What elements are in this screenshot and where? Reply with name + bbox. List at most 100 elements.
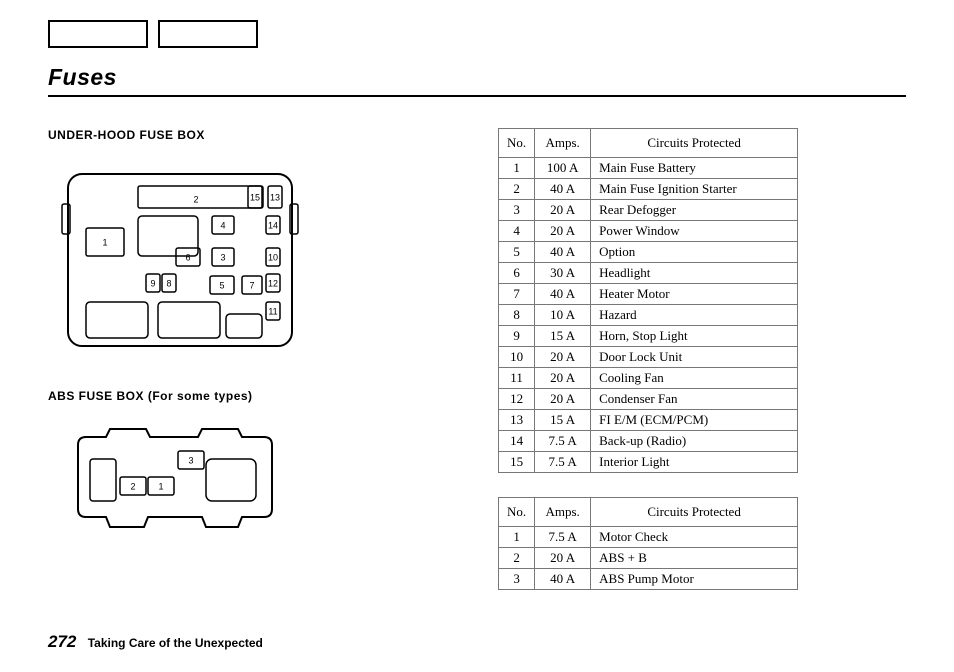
page-footer: 272 Taking Care of the Unexpected xyxy=(48,632,263,652)
cell-amps: 40 A xyxy=(535,284,591,305)
svg-text:3: 3 xyxy=(220,252,225,262)
cell-amps: 20 A xyxy=(535,389,591,410)
cell-no: 1 xyxy=(499,158,535,179)
cell-circuit: Main Fuse Battery xyxy=(591,158,798,179)
svg-text:1: 1 xyxy=(158,481,163,491)
chapter-title: Taking Care of the Unexpected xyxy=(88,636,263,650)
svg-text:15: 15 xyxy=(250,192,260,202)
cell-circuit: Condenser Fan xyxy=(591,389,798,410)
svg-text:11: 11 xyxy=(268,306,277,316)
cell-circuit: Hazard xyxy=(591,305,798,326)
cell-circuit: Interior Light xyxy=(591,452,798,473)
cell-no: 12 xyxy=(499,389,535,410)
cell-circuit: Power Window xyxy=(591,221,798,242)
svg-text:13: 13 xyxy=(270,192,280,202)
cell-amps: 15 A xyxy=(535,326,591,347)
cell-amps: 20 A xyxy=(535,347,591,368)
cell-amps: 30 A xyxy=(535,263,591,284)
cell-amps: 40 A xyxy=(535,569,591,590)
cell-no: 14 xyxy=(499,431,535,452)
col-circuits: Circuits Protected xyxy=(591,498,798,527)
table-row: 1220 ACondenser Fan xyxy=(499,389,798,410)
main-fuse-table: No. Amps. Circuits Protected 1100 AMain … xyxy=(498,128,798,473)
cell-no: 3 xyxy=(499,200,535,221)
svg-text:9: 9 xyxy=(150,278,155,288)
page-number: 272 xyxy=(48,632,76,651)
svg-text:2: 2 xyxy=(193,194,198,204)
cell-circuit: Headlight xyxy=(591,263,798,284)
abs-diagram: 1 2 3 xyxy=(48,417,448,552)
table-row: 220 AABS + B xyxy=(499,548,798,569)
cell-circuit: Rear Defogger xyxy=(591,200,798,221)
table-row: 320 ARear Defogger xyxy=(499,200,798,221)
table-row: 157.5 AInterior Light xyxy=(499,452,798,473)
table-row: 420 APower Window xyxy=(499,221,798,242)
svg-text:6: 6 xyxy=(185,252,190,262)
svg-text:3: 3 xyxy=(188,455,193,465)
svg-text:2: 2 xyxy=(130,481,135,491)
svg-text:8: 8 xyxy=(166,278,171,288)
header-box xyxy=(48,20,148,48)
cell-no: 7 xyxy=(499,284,535,305)
table-row: 240 AMain Fuse Ignition Starter xyxy=(499,179,798,200)
cell-amps: 7.5 A xyxy=(535,527,591,548)
cell-amps: 20 A xyxy=(535,368,591,389)
cell-amps: 40 A xyxy=(535,179,591,200)
svg-text:14: 14 xyxy=(268,220,278,230)
cell-amps: 7.5 A xyxy=(535,431,591,452)
col-no: No. xyxy=(499,129,535,158)
table-row: 1120 ACooling Fan xyxy=(499,368,798,389)
underhood-diagram: 123456789101112131415 xyxy=(48,156,448,361)
page-title: Fuses xyxy=(48,64,906,97)
cell-circuit: Cooling Fan xyxy=(591,368,798,389)
table-row: 1020 ADoor Lock Unit xyxy=(499,347,798,368)
col-amps: Amps. xyxy=(535,129,591,158)
cell-circuit: Back-up (Radio) xyxy=(591,431,798,452)
svg-text:7: 7 xyxy=(249,280,254,290)
cell-no: 1 xyxy=(499,527,535,548)
cell-no: 11 xyxy=(499,368,535,389)
cell-amps: 10 A xyxy=(535,305,591,326)
cell-no: 10 xyxy=(499,347,535,368)
cell-circuit: Heater Motor xyxy=(591,284,798,305)
cell-circuit: FI E/M (ECM/PCM) xyxy=(591,410,798,431)
cell-circuit: ABS + B xyxy=(591,548,798,569)
svg-text:12: 12 xyxy=(268,278,278,288)
table-row: 810 AHazard xyxy=(499,305,798,326)
cell-no: 2 xyxy=(499,548,535,569)
table-row: 630 AHeadlight xyxy=(499,263,798,284)
cell-amps: 40 A xyxy=(535,242,591,263)
cell-amps: 20 A xyxy=(535,548,591,569)
cell-amps: 100 A xyxy=(535,158,591,179)
cell-amps: 20 A xyxy=(535,200,591,221)
table-row: 340 AABS Pump Motor xyxy=(499,569,798,590)
svg-text:10: 10 xyxy=(268,252,278,262)
table-row: 740 AHeater Motor xyxy=(499,284,798,305)
cell-no: 6 xyxy=(499,263,535,284)
cell-amps: 7.5 A xyxy=(535,452,591,473)
cell-no: 13 xyxy=(499,410,535,431)
cell-no: 8 xyxy=(499,305,535,326)
svg-text:5: 5 xyxy=(219,280,224,290)
cell-circuit: Horn, Stop Light xyxy=(591,326,798,347)
cell-circuit: Main Fuse Ignition Starter xyxy=(591,179,798,200)
table-row: 1100 AMain Fuse Battery xyxy=(499,158,798,179)
cell-circuit: Motor Check xyxy=(591,527,798,548)
table-row: 17.5 AMotor Check xyxy=(499,527,798,548)
svg-text:1: 1 xyxy=(102,237,107,247)
abs-heading: ABS FUSE BOX (For some types) xyxy=(48,389,448,403)
cell-circuit: ABS Pump Motor xyxy=(591,569,798,590)
cell-circuit: Option xyxy=(591,242,798,263)
header-box xyxy=(158,20,258,48)
table-row: 540 AOption xyxy=(499,242,798,263)
cell-amps: 15 A xyxy=(535,410,591,431)
cell-no: 3 xyxy=(499,569,535,590)
col-amps: Amps. xyxy=(535,498,591,527)
underhood-heading: UNDER-HOOD FUSE BOX xyxy=(48,128,448,142)
cell-no: 4 xyxy=(499,221,535,242)
col-no: No. xyxy=(499,498,535,527)
cell-circuit: Door Lock Unit xyxy=(591,347,798,368)
cell-no: 2 xyxy=(499,179,535,200)
cell-amps: 20 A xyxy=(535,221,591,242)
cell-no: 9 xyxy=(499,326,535,347)
